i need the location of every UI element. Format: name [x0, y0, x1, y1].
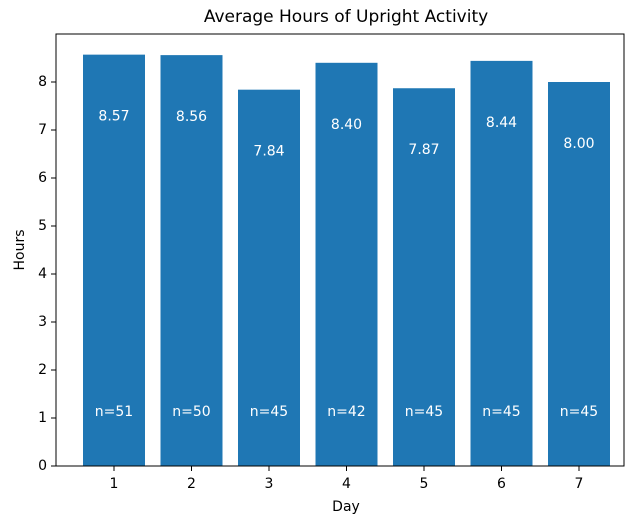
bar [315, 62, 378, 467]
value-label: 8.57 [98, 109, 129, 125]
y-tick-label: 7 [38, 122, 47, 138]
value-label: 7.87 [408, 142, 439, 158]
n-label: n=45 [482, 404, 520, 420]
n-label: n=42 [327, 404, 365, 420]
bar [160, 55, 223, 467]
value-label: 8.44 [486, 115, 517, 131]
n-label: n=50 [172, 404, 210, 420]
y-axis-label: Hours [12, 229, 28, 270]
bar [393, 88, 455, 467]
x-tick-label: 1 [110, 476, 119, 492]
plot-frame [55, 33, 625, 467]
x-tick-label: 4 [342, 476, 351, 492]
bar [83, 54, 145, 466]
value-label: 8.56 [176, 109, 207, 125]
n-label: n=45 [250, 404, 288, 420]
x-tick-label: 3 [265, 476, 274, 492]
n-label: n=45 [405, 404, 443, 420]
y-tick-label: 5 [38, 218, 47, 234]
x-tick-label: 2 [187, 476, 196, 492]
x-axis-label: Day [332, 499, 360, 515]
x-tick-label: 7 [575, 476, 584, 492]
y-tick-label: 8 [38, 74, 47, 90]
bar [470, 60, 533, 466]
y-tick-label: 4 [38, 266, 47, 282]
value-label: 7.84 [253, 144, 284, 160]
value-label: 8.00 [563, 136, 594, 152]
y-tick-label: 0 [38, 458, 47, 474]
value-label: 8.40 [331, 117, 362, 133]
bar [238, 89, 300, 467]
n-label: n=45 [560, 404, 598, 420]
y-tick-label: 2 [38, 362, 47, 378]
x-tick-label: 5 [420, 476, 429, 492]
y-tick-label: 1 [38, 410, 47, 426]
x-tick-label: 6 [497, 476, 506, 492]
chart-title: Average Hours of Upright Activity [204, 7, 488, 27]
bar [548, 82, 610, 466]
y-tick-label: 6 [38, 170, 47, 186]
y-tick-label: 3 [38, 314, 47, 330]
n-label: n=51 [95, 404, 133, 420]
